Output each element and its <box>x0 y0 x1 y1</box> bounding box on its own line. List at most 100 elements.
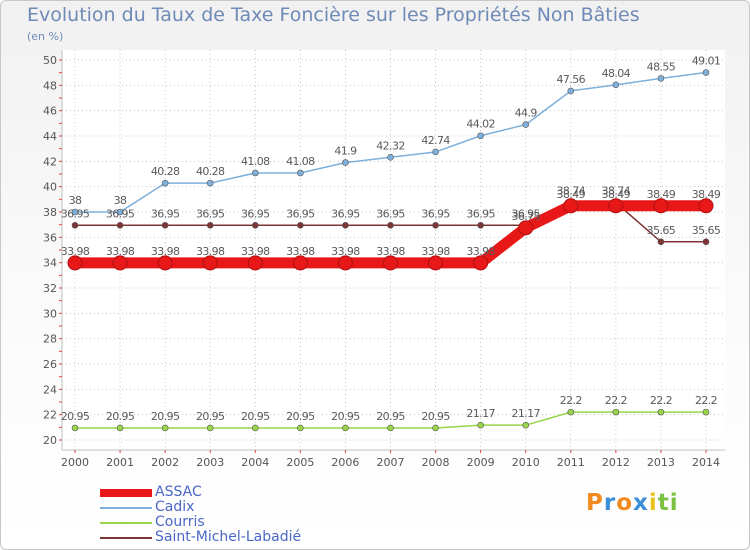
data-point <box>477 222 484 229</box>
data-label: 20.95 <box>106 410 135 423</box>
y-axis-label: (en %) <box>27 30 64 43</box>
data-point <box>71 208 79 216</box>
x-tick-label: 2004 <box>241 456 269 469</box>
data-label: 20.95 <box>286 410 315 423</box>
data-point <box>387 424 394 432</box>
data-label: 38.49 <box>557 188 586 201</box>
logo-letter: P <box>586 490 604 516</box>
data-point <box>522 421 530 429</box>
logo-letter: t <box>657 490 670 516</box>
data-label: 20.95 <box>421 410 450 423</box>
data-label: 38.49 <box>602 188 631 201</box>
data-label: 38.49 <box>647 188 676 201</box>
data-point <box>477 421 484 429</box>
data-point <box>206 222 214 229</box>
data-point <box>612 408 620 416</box>
logo-letter: x <box>633 490 649 516</box>
logo-letter: r <box>603 490 617 516</box>
y-tick-label: 46 <box>43 105 57 118</box>
y-tick-label: 44 <box>43 130 57 143</box>
data-label: 33.98 <box>466 245 495 258</box>
data-point <box>157 255 173 271</box>
legend-swatch <box>100 522 152 524</box>
y-tick-label: 42 <box>43 155 57 168</box>
data-label: 36.95 <box>466 207 495 220</box>
data-point <box>251 424 259 432</box>
chart-title: Evolution du Taux de Taxe Foncière sur l… <box>27 4 640 26</box>
data-point <box>387 222 394 229</box>
legend: ASSAC Cadix Courris Saint-Michel-Labadié <box>100 484 360 546</box>
data-point <box>161 222 169 229</box>
data-label: 36.75 <box>511 210 540 223</box>
logo-letter: i <box>669 490 679 516</box>
data-label: 36.95 <box>376 207 405 220</box>
data-label: 40.28 <box>151 165 180 178</box>
data-point <box>657 238 665 246</box>
y-tick-label: 40 <box>43 181 57 194</box>
data-label: 36.95 <box>511 207 540 220</box>
data-label: 42.74 <box>421 134 450 147</box>
x-tick-label: 2014 <box>692 456 720 469</box>
data-point <box>428 255 444 271</box>
y-tick-label: 32 <box>43 282 57 295</box>
x-tick-label: 2000 <box>61 456 89 469</box>
data-point <box>297 222 304 229</box>
data-label: 33.98 <box>151 245 180 258</box>
data-label: 48.55 <box>647 60 676 73</box>
legend-item: Courris <box>100 514 360 531</box>
data-label: 36.95 <box>106 207 135 220</box>
data-point <box>71 424 79 432</box>
x-tick-label: 2006 <box>331 456 359 469</box>
data-label: 38 <box>114 194 127 207</box>
data-point <box>432 424 439 432</box>
logo-letter: i <box>648 490 658 516</box>
data-point <box>702 408 710 416</box>
data-label: 33.98 <box>106 245 135 258</box>
legend-label: Courris <box>155 514 205 530</box>
data-point <box>698 198 714 214</box>
legend-label: Cadix <box>155 499 195 515</box>
data-point <box>251 169 259 177</box>
data-point <box>292 255 308 271</box>
data-label: 35.65 <box>647 224 676 237</box>
data-label: 36.95 <box>421 207 450 220</box>
data-label: 22.2 <box>650 394 672 407</box>
data-point <box>116 208 124 216</box>
x-tick-label: 2012 <box>602 456 630 469</box>
data-label: 41.9 <box>334 145 357 158</box>
data-point <box>161 179 169 187</box>
data-point <box>567 408 575 416</box>
data-point <box>702 238 710 246</box>
legend-swatch <box>100 507 152 509</box>
legend-item: ASSAC <box>100 484 360 501</box>
y-tick-label: 26 <box>43 358 57 371</box>
data-point <box>71 222 79 229</box>
data-label: 35.65 <box>692 224 721 237</box>
data-point <box>702 69 710 76</box>
data-label: 38.49 <box>692 188 721 201</box>
data-point <box>116 424 124 432</box>
data-label: 44.9 <box>515 107 538 120</box>
data-point <box>337 255 353 271</box>
data-point <box>342 424 349 432</box>
x-tick-label: 2009 <box>467 456 495 469</box>
data-point <box>251 222 259 229</box>
data-label: 41.08 <box>286 155 315 168</box>
data-point <box>567 87 575 95</box>
data-point <box>206 424 214 432</box>
x-tick-label: 2010 <box>512 456 540 469</box>
data-point <box>112 255 128 271</box>
data-label: 36.95 <box>286 207 315 220</box>
data-label: 20.95 <box>61 410 90 423</box>
data-point <box>612 81 620 89</box>
data-point <box>247 255 263 271</box>
data-point <box>202 255 218 271</box>
data-label: 21.17 <box>466 407 495 420</box>
y-tick-label: 36 <box>43 231 57 244</box>
data-point <box>477 132 484 140</box>
data-point <box>297 169 304 177</box>
data-label: 33.98 <box>421 245 450 258</box>
data-point <box>518 220 534 236</box>
data-point <box>608 198 624 214</box>
